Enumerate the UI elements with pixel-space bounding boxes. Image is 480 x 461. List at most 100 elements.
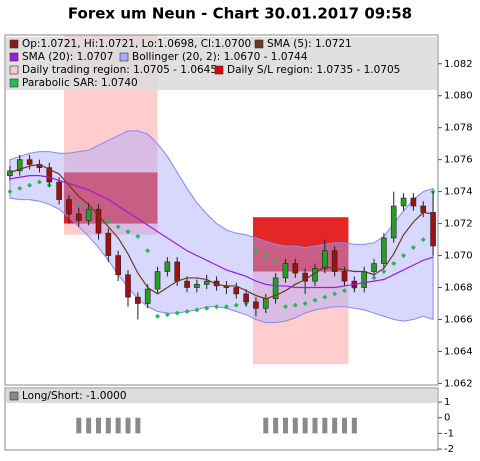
y-tick-label: 1.062 [444, 378, 473, 389]
y-tick-label: 1.080 [444, 91, 473, 102]
sar-dot [381, 269, 387, 275]
candle-body [164, 261, 171, 272]
bar [332, 417, 338, 434]
sar-dot [184, 308, 190, 314]
sar-dot [302, 300, 308, 306]
candle-body [253, 301, 259, 309]
chart-title: Forex um Neun - Chart 30.01.2017 09:58 [68, 5, 412, 23]
candle-body [400, 197, 407, 207]
legend-label: Long/Short: -1.0000 [22, 390, 127, 402]
y-tick-label: 1.076 [444, 155, 473, 166]
candle-body [76, 213, 82, 221]
legend-swatch [214, 65, 224, 75]
legend-label: Daily S/L region: 1.0735 - 1.0705 [227, 64, 400, 76]
legend-box [6, 37, 437, 90]
candle-body [341, 271, 348, 282]
sar-dot [273, 257, 279, 263]
candle-body [322, 250, 328, 269]
candle-body [95, 208, 102, 234]
legend-box [6, 389, 437, 403]
sar-dot [164, 312, 170, 318]
sar-dot [7, 189, 13, 195]
bar [351, 417, 357, 434]
sar-dot [135, 233, 141, 239]
main-frame [4, 34, 439, 386]
bar [282, 417, 288, 434]
bar [76, 417, 82, 434]
sar-dot [401, 253, 407, 259]
sar-dot [76, 203, 82, 209]
bollinger-band [9, 130, 434, 324]
candle-body [85, 208, 92, 221]
bar [263, 417, 269, 434]
candle-body [302, 272, 308, 282]
legend-swatch [9, 52, 19, 62]
y-tick-label: 1 [444, 397, 450, 408]
bar [312, 417, 318, 434]
legend-label: SMA (20): 1.0707 [22, 51, 113, 63]
candle-body [272, 277, 279, 299]
legend-swatch [9, 39, 19, 49]
legend-swatch [9, 391, 19, 401]
candle-body [390, 205, 397, 239]
candle-body [420, 205, 427, 213]
sar-dot [155, 313, 161, 319]
sar-dot [105, 219, 111, 225]
sar-dot [174, 310, 180, 316]
sar-dot [27, 182, 33, 188]
sar-dot [223, 304, 229, 310]
y-tick-label: 1.066 [444, 314, 473, 325]
y-tick-label: 1.064 [444, 346, 473, 357]
sar-dot [420, 237, 426, 243]
candle-body [125, 274, 131, 298]
candle-body [66, 199, 72, 215]
legend-label: Bollinger (20, 2): 1.0670 - 1.0744 [132, 51, 308, 63]
candle-body [282, 263, 289, 279]
sar-dot [194, 307, 200, 313]
indicator-line [9, 175, 434, 289]
sar-dot [312, 297, 318, 303]
sar-dot [410, 245, 416, 251]
candle-body [46, 167, 53, 183]
candle-body [371, 263, 377, 272]
sar-dot [36, 179, 42, 185]
sar-dot [145, 248, 151, 254]
sar-dot [115, 224, 121, 230]
sar-dot [391, 261, 397, 267]
bar [273, 417, 279, 434]
sub-frame [4, 387, 439, 451]
indicator-line [9, 163, 434, 300]
candle-body [184, 280, 190, 288]
sar-dot [332, 291, 338, 297]
candle-body [26, 159, 33, 165]
candle-body [381, 237, 387, 264]
candle-body [203, 280, 210, 285]
legend-swatch [9, 78, 19, 88]
sar-dot [292, 302, 298, 308]
bar [105, 417, 111, 434]
candle-body [115, 255, 121, 276]
candle-body [144, 288, 151, 304]
candle-body [233, 287, 240, 295]
candle-body [194, 284, 200, 288]
y-tick-label: 1.074 [444, 187, 473, 198]
sar-dot [17, 185, 23, 191]
sar-dot [322, 294, 328, 300]
y-tick-label: 1.072 [444, 219, 473, 230]
bar [125, 417, 131, 434]
legend-label: Parabolic SAR: 1.0740 [22, 77, 138, 89]
candle-body [243, 293, 249, 303]
candle-body [361, 271, 367, 288]
bar [135, 417, 141, 434]
y-tick-label: 1.078 [444, 123, 473, 134]
candle-body [105, 232, 112, 256]
y-tick-label: 1.068 [444, 283, 473, 294]
y-tick-label: 1.070 [444, 251, 473, 262]
sar-dot [233, 302, 239, 308]
bar [115, 417, 121, 434]
bar [322, 417, 328, 434]
candle-body [154, 271, 161, 290]
legend-label: SMA (5): 1.0721 [267, 38, 352, 50]
sar-dot [371, 275, 377, 281]
